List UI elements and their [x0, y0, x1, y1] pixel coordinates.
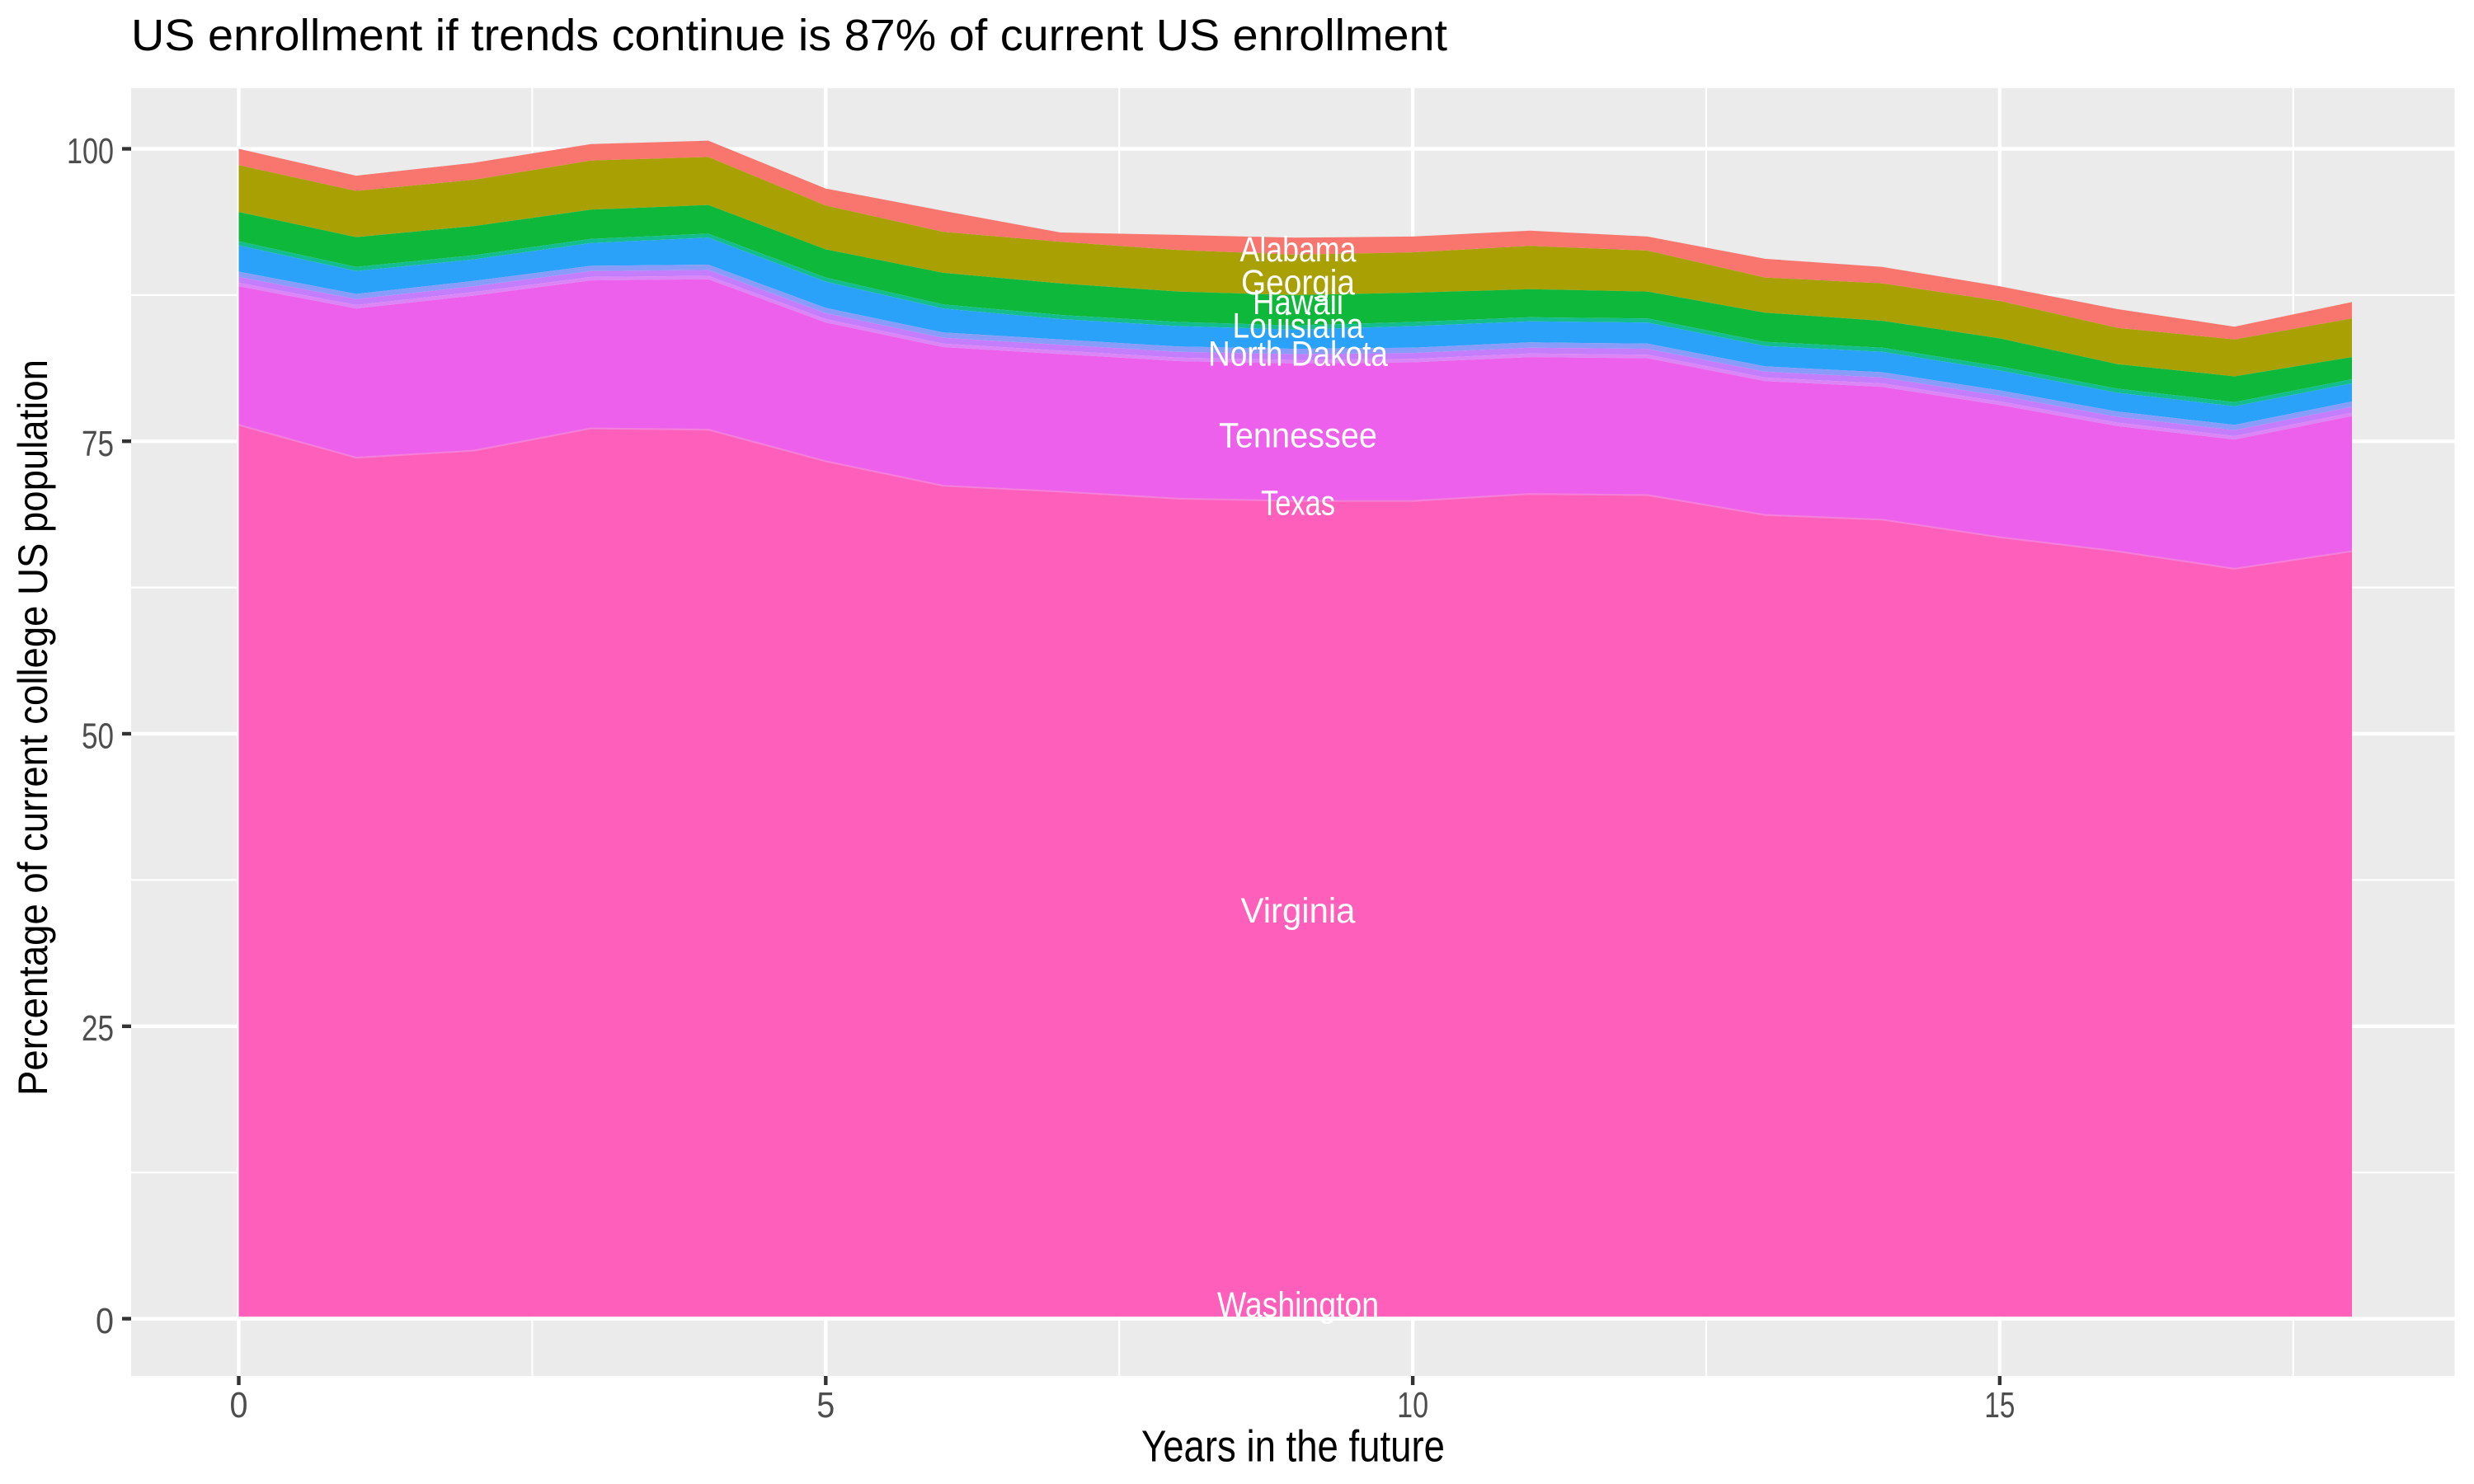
- svg-text:75: 75: [82, 424, 114, 464]
- svg-text:10: 10: [1397, 1385, 1428, 1425]
- svg-text:Hawaii: Hawaii: [1253, 283, 1343, 322]
- svg-text:Tennessee: Tennessee: [1219, 416, 1377, 456]
- svg-text:0: 0: [96, 1301, 114, 1341]
- svg-text:Washington: Washington: [1217, 1285, 1379, 1325]
- svg-text:Louisiana: Louisiana: [1233, 306, 1364, 345]
- svg-text:15: 15: [1984, 1385, 2015, 1425]
- svg-text:Alabama: Alabama: [1240, 230, 1357, 270]
- svg-text:Virginia: Virginia: [1241, 891, 1356, 931]
- svg-text:5: 5: [816, 1385, 835, 1425]
- svg-text:Georgia: Georgia: [1241, 263, 1355, 303]
- svg-text:25: 25: [82, 1008, 114, 1049]
- svg-text:0: 0: [230, 1385, 248, 1425]
- svg-text:Percentage of current college: Percentage of current college US populat…: [10, 359, 56, 1096]
- svg-text:Texas: Texas: [1261, 483, 1335, 523]
- svg-text:100: 100: [67, 131, 114, 171]
- svg-text:North Dakota: North Dakota: [1208, 335, 1388, 374]
- svg-text:Years in the future: Years in the future: [1141, 1422, 1445, 1472]
- svg-text:US enrollment if trends contin: US enrollment if trends continue is 87% …: [131, 11, 1447, 60]
- svg-text:50: 50: [82, 716, 114, 757]
